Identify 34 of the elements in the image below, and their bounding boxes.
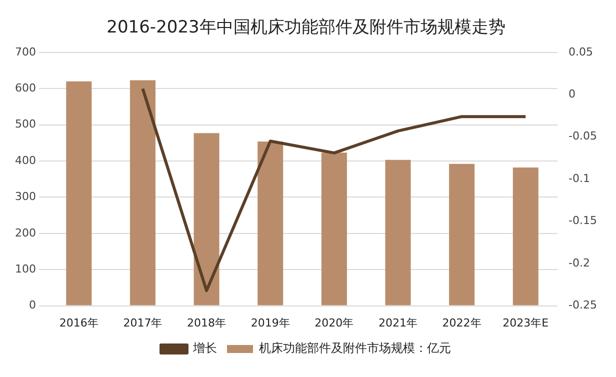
bar [258, 141, 284, 306]
y2-tick-label: 0.05 [568, 45, 594, 58]
x-tick-label: 2020年 [314, 316, 354, 330]
y-tick-label: 700 [14, 45, 36, 58]
legend-label: 机床功能部件及附件市场规模：亿元 [259, 341, 451, 356]
y2-tick-label: -0.1 [568, 172, 590, 185]
bar [321, 152, 347, 306]
y-tick-label: 300 [14, 190, 36, 204]
x-tick-label: 2021年 [378, 316, 418, 330]
bar [512, 168, 538, 306]
legend-label: 增长 [192, 341, 217, 356]
y-tick-label: 0 [28, 298, 36, 312]
x-tick-label: 2018年 [187, 316, 226, 330]
x-tick-label: 2022年 [442, 316, 482, 330]
chart-title: 2016-2023年中国机床功能部件及附件市场规模走势 [106, 18, 506, 38]
y2-tick-label: -0.15 [568, 214, 598, 228]
bar [385, 160, 411, 306]
x-tick-label: 2019年 [250, 316, 290, 330]
y2-tick-label: -0.25 [568, 298, 598, 312]
bar [449, 164, 475, 306]
x-tick-label: 2023年E [502, 316, 549, 330]
y2-tick-label: 0 [568, 87, 576, 100]
y-tick-label: 400 [14, 154, 36, 167]
y-tick-label: 500 [14, 118, 36, 131]
x-tick-label: 2017年 [123, 316, 162, 330]
y-tick-label: 600 [14, 81, 36, 94]
bar [66, 81, 92, 306]
y2-tick-label: -0.05 [568, 130, 598, 143]
bar [194, 133, 220, 306]
y2-tick-label: -0.2 [568, 256, 590, 270]
y-tick-label: 200 [14, 226, 36, 240]
x-tick-label: 2016年 [59, 316, 98, 330]
y-tick-label: 100 [14, 262, 36, 276]
bar [130, 80, 156, 306]
